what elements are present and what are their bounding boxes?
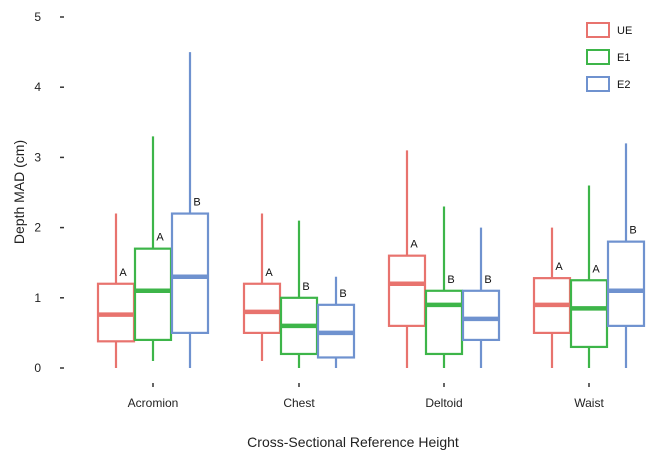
box-e1-waist: A <box>569 185 609 368</box>
legend-swatch <box>586 76 610 92</box>
iqr-box <box>170 212 210 334</box>
iqr-box <box>569 279 609 349</box>
y-axis-title: Depth MAD (cm) <box>11 140 27 244</box>
y-tick-label: 4 <box>34 80 41 94</box>
significance-label: B <box>302 281 309 293</box>
legend-label: E2 <box>617 79 630 91</box>
significance-label: A <box>265 267 273 279</box>
significance-label: B <box>447 274 454 286</box>
legend-item-e1: E1 <box>586 49 630 65</box>
legend-item-ue: UE <box>586 22 632 38</box>
box-e2-waist: B <box>606 143 646 368</box>
x-axis: Acromion Chest Deltoid Waist <box>128 383 604 410</box>
box-e2-acromion: B <box>170 52 210 368</box>
iqr-box <box>387 254 427 327</box>
iqr-box <box>461 289 501 342</box>
legend-item-e2: E2 <box>586 76 630 92</box>
x-tick-label-chest: Chest <box>283 396 315 410</box>
box-ue-deltoid: A <box>387 150 427 368</box>
significance-label: A <box>119 267 127 279</box>
y-tick-label: 0 <box>34 361 41 375</box>
box-e1-deltoid: B <box>424 206 464 368</box>
legend-label: UE <box>617 25 632 37</box>
legend-label: E1 <box>617 52 630 64</box>
box-e2-chest: B <box>316 276 356 368</box>
x-tick-label-acromion: Acromion <box>128 396 179 410</box>
box-ue-chest: A <box>242 213 282 361</box>
y-axis: 0 1 2 3 4 5 <box>34 10 64 375</box>
box-e2-deltoid: B <box>461 227 501 368</box>
significance-label: A <box>592 263 600 275</box>
y-tick-label: 2 <box>34 221 41 235</box>
box-ue-acromion: A <box>96 213 136 368</box>
box-e1-chest: B <box>279 220 319 368</box>
significance-label: B <box>193 197 200 209</box>
y-tick-label: 5 <box>34 10 41 24</box>
plot-area: A A A A A B B A B B B B <box>96 52 646 368</box>
box-ue-waist: A <box>532 227 572 368</box>
iqr-box <box>606 240 646 327</box>
box-e1-acromion: A <box>133 136 173 361</box>
significance-label: B <box>339 288 346 300</box>
x-axis-title: Cross-Sectional Reference Height <box>247 434 459 450</box>
significance-label: A <box>410 239 418 251</box>
x-tick-label-deltoid: Deltoid <box>425 396 462 410</box>
y-tick-label: 1 <box>34 291 41 305</box>
significance-label: A <box>156 232 164 244</box>
iqr-box <box>424 289 464 356</box>
legend-swatch <box>586 49 610 65</box>
legend: UE E1 E2 <box>586 22 632 92</box>
legend-swatch <box>586 22 610 38</box>
iqr-box <box>242 282 282 335</box>
y-tick-label: 3 <box>34 150 41 164</box>
iqr-box <box>133 247 173 342</box>
x-tick-label-waist: Waist <box>574 396 604 410</box>
significance-label: A <box>555 261 563 273</box>
significance-label: B <box>629 225 636 237</box>
significance-label: B <box>484 274 491 286</box>
